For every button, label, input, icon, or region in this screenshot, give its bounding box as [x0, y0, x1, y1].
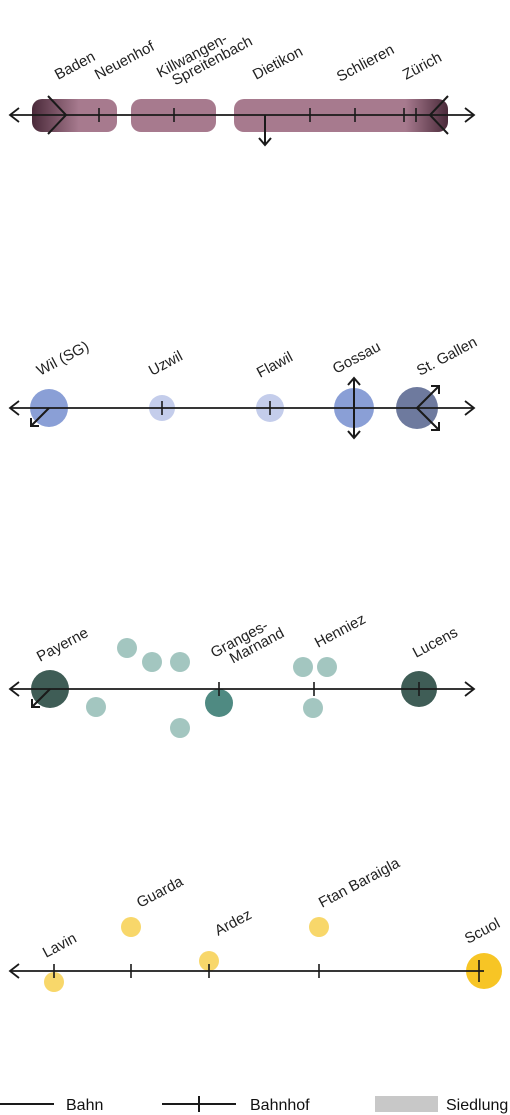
rail-line: [8, 107, 476, 123]
hamlets: [86, 638, 337, 738]
label-guarda: Guarda: [134, 873, 187, 912]
direction-arrows: [31, 688, 51, 708]
diagram-fuerstenland: Wil (SG) Uzwil Flawil Gossau St. Gallen: [8, 334, 480, 440]
station-labels: Lavin Guarda Ardez Ftan Baraigla Scuol: [40, 854, 503, 961]
legend-settlement-swatch: [375, 1096, 438, 1112]
diagram-limmattal: Baden Neuenhof Killwangen- Spreitenbach …: [8, 20, 476, 147]
diagram-engadin: Lavin Guarda Ardez Ftan Baraigla Scuol: [8, 854, 503, 992]
hamlet: [293, 657, 313, 677]
settlement-granges-marnand: [205, 689, 233, 717]
label-granges-marnand: Granges- Marnand: [208, 612, 287, 674]
hamlet: [170, 718, 190, 738]
label-gossau: Gossau: [330, 338, 384, 377]
legend-station-label: Bahnhof: [250, 1097, 310, 1114]
label-dietikon: Dietikon: [250, 43, 306, 83]
label-scuol: Scuol: [462, 915, 503, 948]
settlement-lavin: [44, 972, 64, 992]
label-stgallen: St. Gallen: [414, 334, 480, 380]
hamlet: [170, 652, 190, 672]
station-ticks: [53, 960, 480, 982]
label-lavin: Lavin: [40, 930, 80, 962]
hamlet: [317, 657, 337, 677]
direction-arrows: [47, 95, 449, 147]
legend-settlement-label: Siedlung: [446, 1097, 508, 1114]
station-labels: Payerne Granges- Marnand Henniez Lucens: [34, 611, 461, 674]
settlement-ftan: [309, 917, 329, 937]
legend: Bahn Bahnhof Siedlung: [0, 1096, 508, 1114]
label-ftan: Ftan Baraigla: [316, 854, 403, 911]
label-uzwil: Uzwil: [146, 348, 186, 380]
hamlet: [117, 638, 137, 658]
hamlet: [86, 697, 106, 717]
label-schlieren: Schlieren: [334, 41, 397, 85]
label-lucens: Lucens: [410, 624, 461, 662]
label-ardez: Ardez: [212, 906, 255, 939]
legend-rail-label: Bahn: [66, 1097, 103, 1114]
station-labels: Wil (SG) Uzwil Flawil Gossau St. Gallen: [34, 334, 480, 382]
label-payerne: Payerne: [34, 624, 91, 665]
rail-line: [8, 681, 476, 697]
rail-line: [8, 963, 484, 979]
settlement-ardez: [199, 951, 219, 971]
label-flawil: Flawil: [254, 349, 296, 382]
diagram-broye: Payerne Granges- Marnand Henniez Lucens: [8, 611, 476, 738]
station-ticks: [161, 401, 271, 415]
label-killwangen: Killwangen- Spreitenbach: [154, 20, 255, 94]
hamlet: [303, 698, 323, 718]
label-baden: Baden: [52, 48, 98, 83]
label-henniez: Henniez: [312, 611, 369, 652]
station-ticks: [98, 108, 417, 122]
station-labels: Baden Neuenhof Killwangen- Spreitenbach …: [52, 20, 445, 94]
station-ticks: [218, 682, 420, 696]
direction-arrows: [30, 376, 440, 440]
label-neuenhof: Neuenhof: [92, 38, 158, 84]
rail-line: [8, 400, 476, 416]
hamlet: [142, 652, 162, 672]
label-zurich: Zürich: [400, 49, 445, 84]
label-wil: Wil (SG): [34, 338, 92, 380]
settlement-guarda: [121, 917, 141, 937]
